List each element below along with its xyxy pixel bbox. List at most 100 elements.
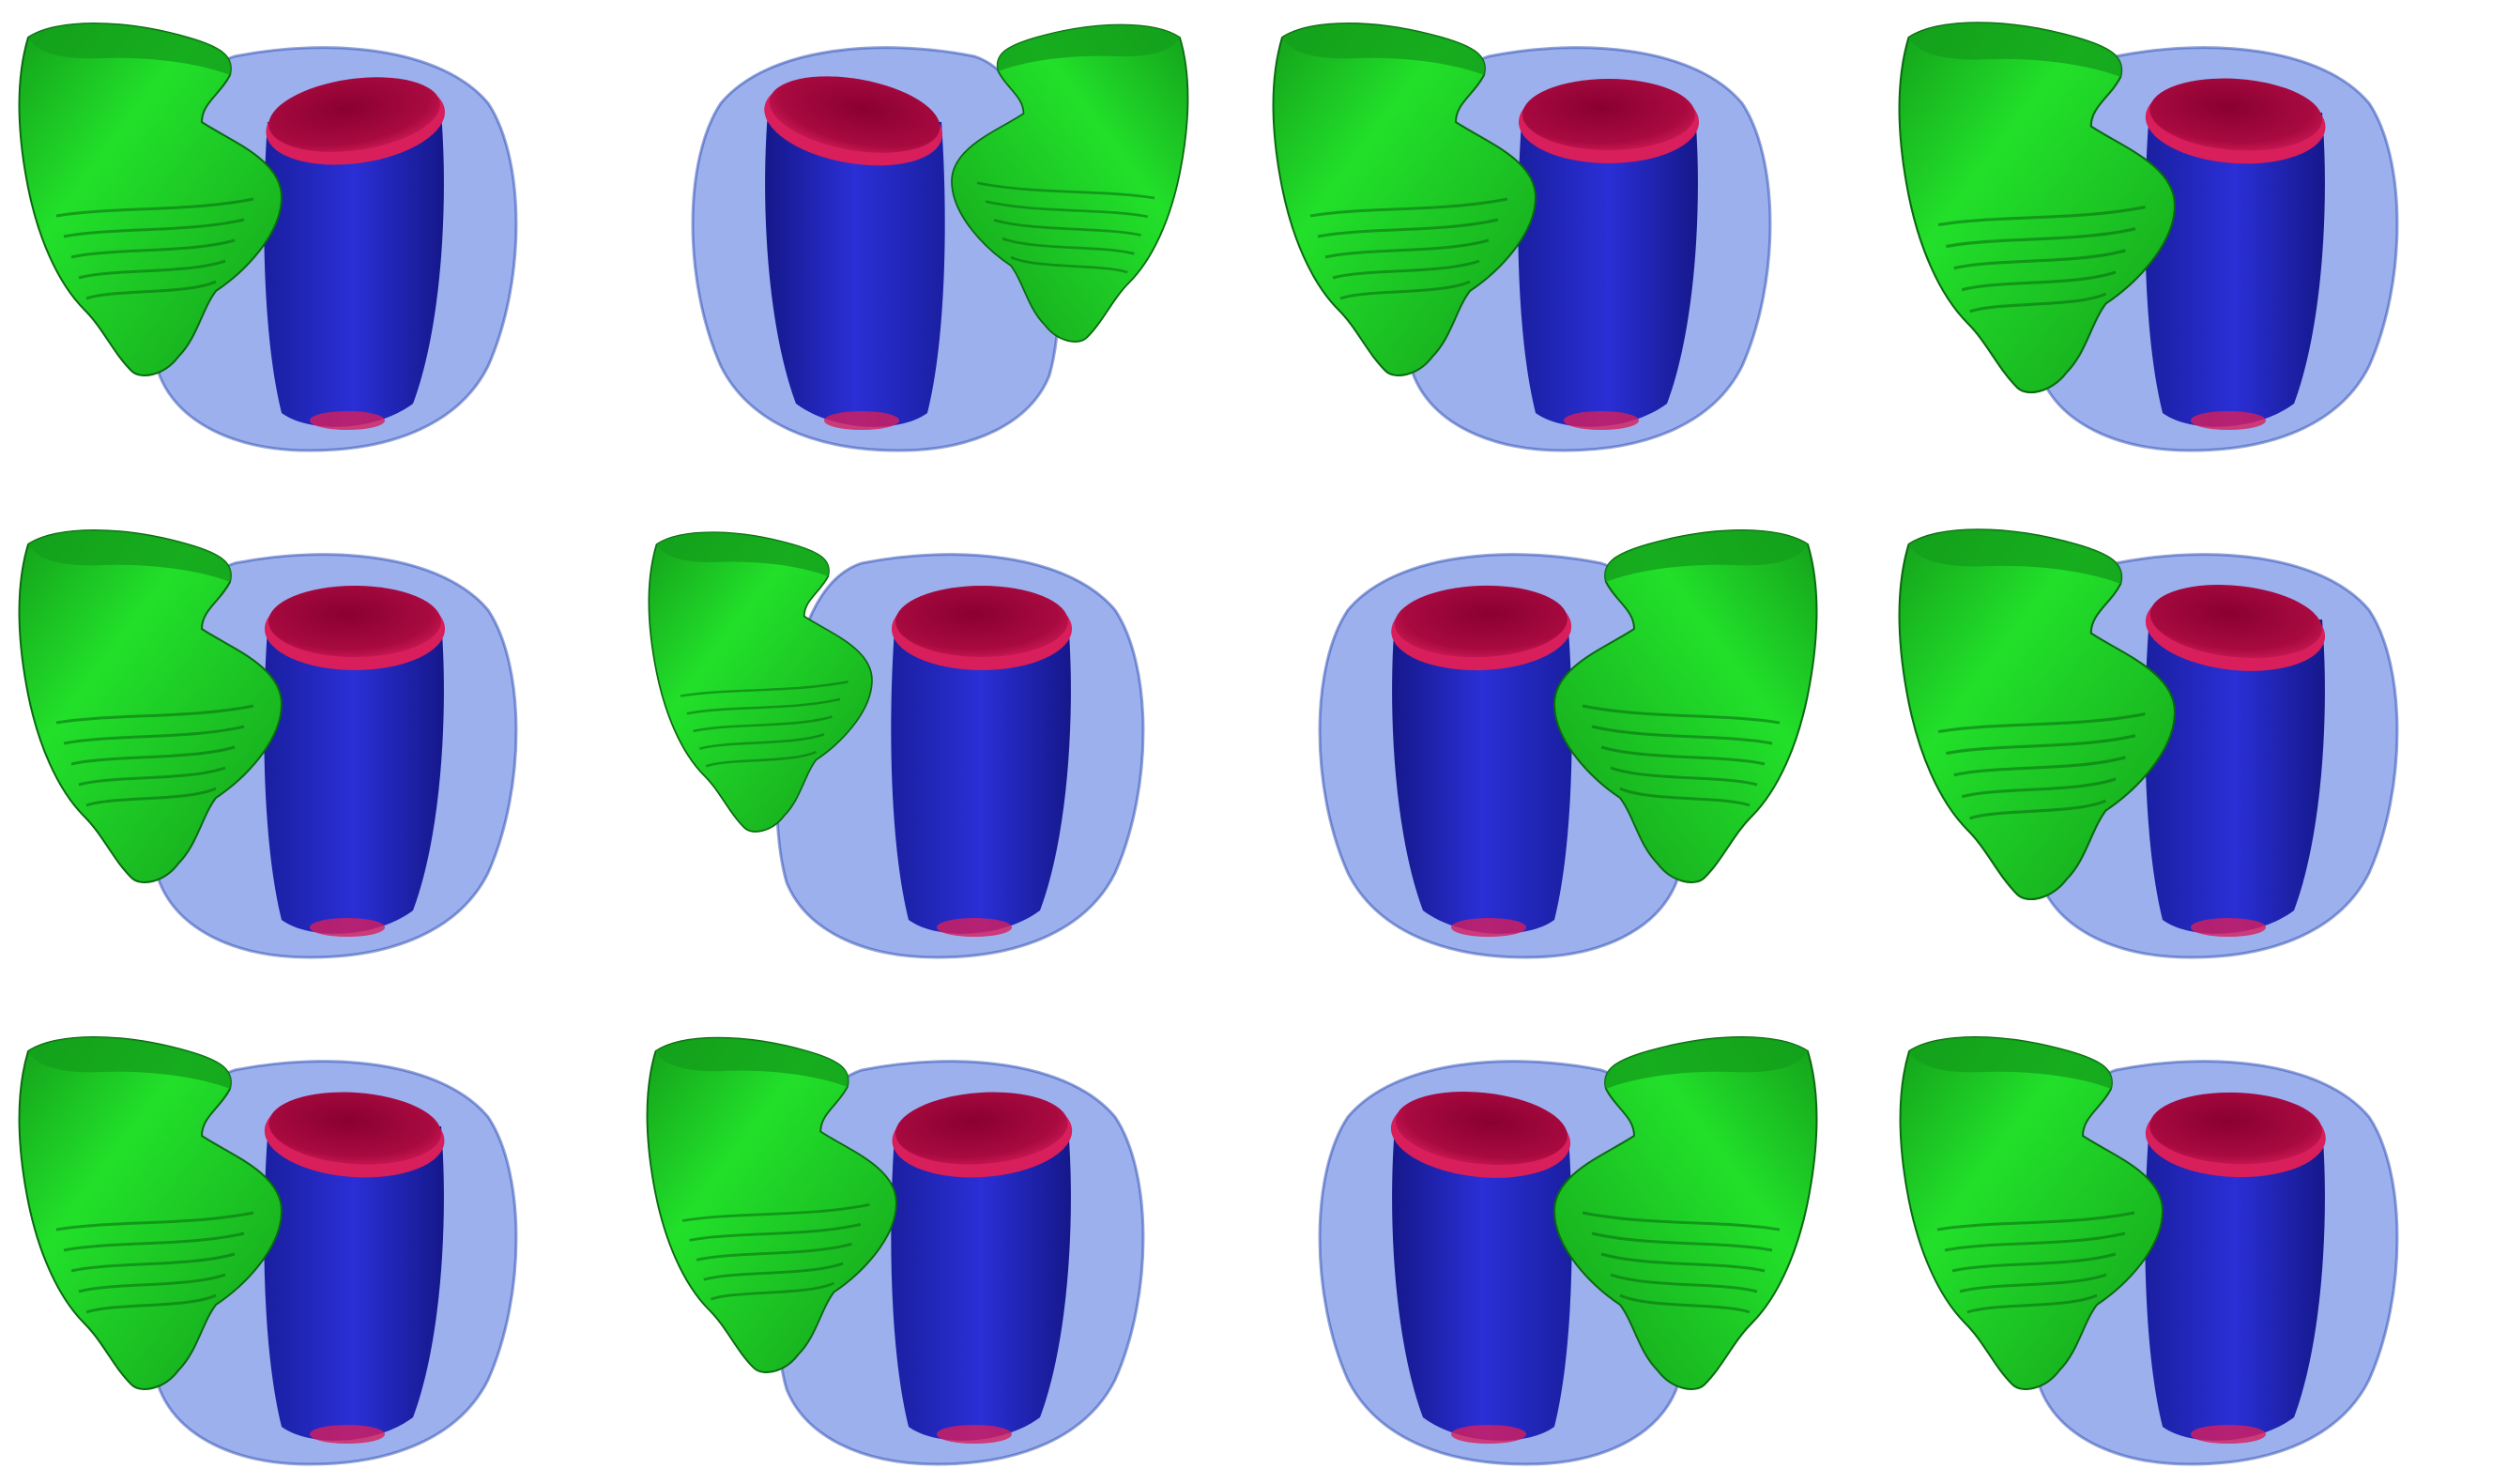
heart-view-8 [1881,507,2463,976]
right-ventricle-top-face [1909,1037,2112,1089]
right-ventricle-ridge [55,197,254,218]
heart-view-12 [1881,1014,2463,1483]
left-ventricle-blood-pool [1518,113,1698,427]
right-ventricle-ridge [1324,238,1490,259]
heart-view-4 [1881,0,2463,469]
right-ventricle-ridge [55,1211,254,1232]
left-ventricle-cap [268,586,441,657]
right-ventricle-ridge [993,219,1141,237]
right-ventricle-ridge [1600,1252,1766,1273]
right-ventricle-ridge [1002,237,1135,255]
right-ventricle-top-face [28,530,231,582]
right-ventricle-ridge [85,787,217,807]
right-ventricle-ridge [78,259,226,280]
heart-render-8 [1898,528,2399,959]
right-ventricle-ridge [1969,799,2107,820]
heart-view-11 [1254,1014,1836,1483]
right-ventricle [1898,22,2177,394]
heart-view-3 [1254,0,1836,469]
left-ventricle-apex [2191,411,2266,430]
heart-view-9 [0,1014,582,1483]
left-ventricle-cap [1394,585,1568,658]
right-ventricle-ridge [1610,766,1758,787]
right-ventricle-ridge [55,704,254,725]
right-ventricle-ridge [1944,1232,2126,1252]
right-ventricle-ridge [985,200,1149,219]
left-ventricle-apex [1564,411,1639,430]
right-ventricle-ridge [1961,270,2117,292]
heart-render-9 [18,1036,518,1466]
left-ventricle-blood-pool [765,113,945,427]
right-ventricle-ridge [85,280,217,300]
left-ventricle-apex [1451,1425,1526,1444]
left-ventricle-apex [2191,1425,2266,1444]
left-ventricle-apex [937,1425,1012,1444]
left-ventricle-cap [2149,1092,2323,1165]
right-ventricle-ridge [70,745,236,766]
right-ventricle-ridge [693,715,833,733]
left-ventricle-blood-pool [1392,620,1572,934]
heart-view-7 [1254,507,1836,976]
right-ventricle-top-face [1605,530,1808,582]
left-ventricle-cap [268,1092,442,1165]
right-ventricle-ridge [680,680,849,697]
right-ventricle-ridge [63,725,245,745]
heart-view-5 [0,507,582,976]
right-ventricle-ridge [1610,1273,1758,1293]
left-ventricle-apex [310,918,385,937]
left-ventricle-apex [937,918,1012,937]
left-ventricle-cap [769,76,940,153]
right-ventricle-ridge [1591,725,1773,745]
left-ventricle-blood-pool [2145,1126,2325,1441]
right-ventricle-ridge [1332,259,1480,280]
right-ventricle-ridge [1582,704,1781,725]
left-ventricle-blood-pool [264,1126,444,1441]
right-ventricle-ridge [976,181,1155,200]
right-ventricle-top-face [28,1037,231,1089]
heart-render-11 [1318,1036,1818,1466]
left-ventricle-blood-pool [891,1126,1071,1441]
left-ventricle-apex [824,411,899,430]
left-ventricle-apex [310,411,385,430]
right-ventricle-ridge [1619,1293,1751,1314]
right-ventricle-ridge [78,1273,226,1293]
right-ventricle-ridge [1317,218,1499,238]
right-ventricle [1898,528,2177,901]
right-ventricle-ridge [689,1222,862,1242]
right-ventricle-ridge [1582,1211,1781,1232]
right-ventricle-ridge [1937,206,2146,227]
right-ventricle-ridge [85,1293,217,1314]
left-ventricle-cap [1522,79,1695,150]
heart-view-2 [627,0,1209,469]
left-ventricle-blood-pool [2145,620,2325,934]
right-ventricle-ridge [70,238,236,259]
left-ventricle-blood-pool [1392,1126,1572,1441]
right-ventricle-ridge [699,733,825,750]
right-ventricle-ridge [710,1281,835,1301]
right-ventricle-ridge [1953,249,2126,270]
left-ventricle-apex [2191,918,2266,937]
heart-render-1 [18,23,518,452]
right-ventricle-ridge [78,766,226,787]
right-ventricle-top-face [1605,1037,1808,1089]
left-ventricle-blood-pool [264,113,444,427]
right-ventricle-ridge [703,1262,844,1281]
right-ventricle-ridge [63,1232,245,1252]
right-ventricle-top-face [655,1037,849,1087]
right-ventricle-top-face [1908,23,2122,77]
heart-render-6 [648,531,1145,959]
right-ventricle-ridge [1961,777,2117,799]
right-ventricle-ridge [681,1203,870,1222]
right-ventricle-ridge [1951,1252,2117,1273]
left-ventricle-cap [895,1092,1068,1165]
right-ventricle-ridge [1937,712,2146,734]
left-ventricle-blood-pool [264,620,444,934]
left-ventricle-cap [1395,1092,1568,1166]
right-ventricle-ridge [1619,787,1751,807]
right-ventricle-ridge [70,1252,236,1273]
right-ventricle-ridge [1309,197,1508,218]
right-ventricle-ridge [1591,1232,1773,1252]
right-ventricle-ridge [1936,1211,2135,1232]
left-ventricle-blood-pool [2145,113,2325,427]
